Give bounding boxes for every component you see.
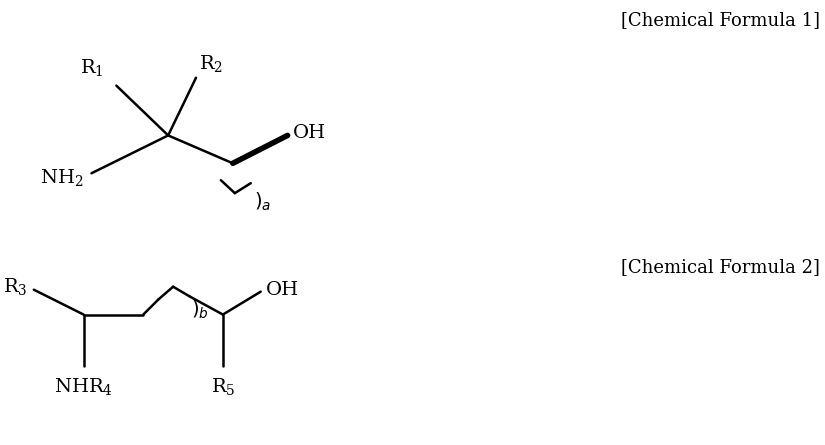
Text: $\mathregular{R_3}$: $\mathregular{R_3}$ <box>3 276 28 297</box>
Text: $\mathregular{NH_2}$: $\mathregular{NH_2}$ <box>40 167 83 188</box>
Text: OH: OH <box>293 125 326 142</box>
Text: $\mathregular{R_1}$: $\mathregular{R_1}$ <box>80 57 103 78</box>
Text: $\mathregular{R_5}$: $\mathregular{R_5}$ <box>210 376 235 397</box>
Text: [Chemical Formula 1]: [Chemical Formula 1] <box>621 11 820 29</box>
Text: $\mathregular{R_2}$: $\mathregular{R_2}$ <box>199 53 223 74</box>
Text: [Chemical Formula 2]: [Chemical Formula 2] <box>621 258 820 276</box>
Text: OH: OH <box>266 281 299 299</box>
Text: $\mathregular{NHR_4}$: $\mathregular{NHR_4}$ <box>54 376 113 397</box>
Text: $)_b$: $)_b$ <box>191 299 209 321</box>
Text: $)_a$: $)_a$ <box>254 191 271 214</box>
